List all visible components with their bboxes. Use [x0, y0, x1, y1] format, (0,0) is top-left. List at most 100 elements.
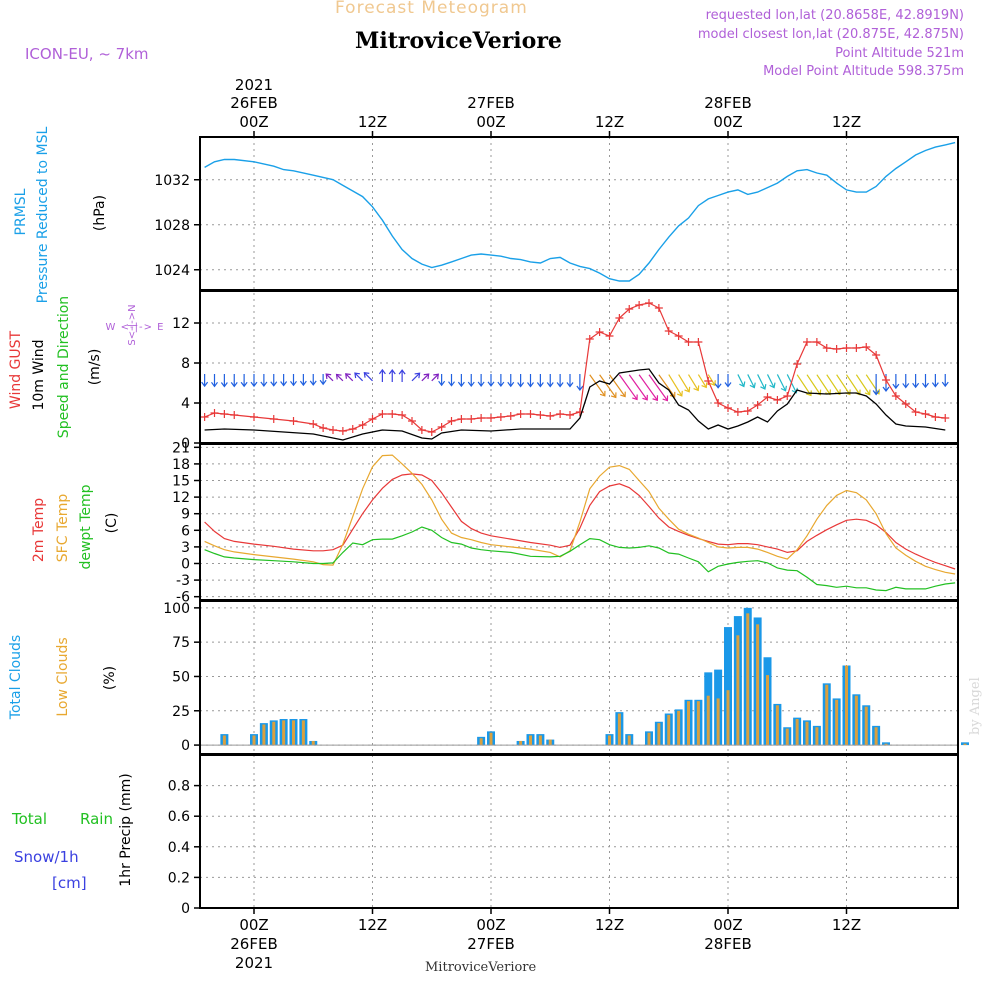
low-cloud-bar: [864, 706, 868, 746]
wind-arrow: [609, 374, 626, 397]
x-tick-label-top: 12Z: [832, 113, 861, 131]
wind-arrow-head: [556, 382, 564, 388]
low-cloud-bar: [292, 720, 295, 746]
low-cloud-bar: [627, 735, 631, 746]
wind-arrow: [846, 374, 861, 395]
low-cloud-bar: [785, 728, 789, 746]
gust-marker: [388, 410, 397, 418]
wind-arrow-head: [701, 382, 708, 389]
gust-marker: [220, 410, 229, 418]
wind-arrow-head: [457, 381, 465, 388]
gust-marker: [309, 420, 318, 428]
gust-marker: [378, 410, 387, 418]
wind-arrow-head: [676, 390, 683, 397]
y-tick-label: 0.4: [168, 840, 190, 856]
sfc-temp-label: SFC Temp: [55, 494, 71, 563]
gust-marker: [358, 421, 367, 429]
y-tick-label: 1028: [154, 218, 190, 234]
y-tick-label: 12: [172, 490, 190, 506]
low-cloud-bar: [222, 735, 226, 746]
sfc-temp-line: [204, 454, 956, 575]
wind10-label: 10m Wind: [31, 339, 47, 410]
dewpoint-line: [204, 526, 956, 592]
wind-arrow: [766, 374, 775, 388]
year-label-top: 2021: [235, 76, 273, 94]
low-cloud-bar: [608, 735, 611, 746]
wind-arrow-head: [230, 382, 238, 388]
gust-marker: [516, 410, 525, 418]
y-tick-label: 0: [181, 901, 190, 917]
wind-arrow-head: [749, 382, 756, 389]
low-cloud-bar: [756, 624, 760, 746]
low-cloud-bar: [519, 740, 523, 746]
wind-arrow-head: [309, 380, 317, 386]
wind-arrow-head: [780, 385, 788, 392]
wind-arrow-head: [892, 383, 900, 390]
wind-arrow-head: [280, 381, 288, 387]
wind-arrow-head: [433, 373, 440, 380]
low-cloud-bar: [736, 635, 740, 746]
pressure-line: [204, 141, 956, 282]
pressure-unit: (hPa): [92, 195, 108, 231]
wind-arrow-head: [448, 381, 455, 387]
wind-arrow: [816, 374, 831, 395]
wind-arrow: [618, 374, 638, 400]
gust-marker: [694, 338, 703, 346]
wind-arrow-head: [620, 391, 626, 398]
wind-arrow-head: [566, 382, 574, 388]
wind-arrow-head: [912, 382, 920, 389]
wind-arrow: [599, 374, 617, 398]
temp-unit: (C): [104, 513, 120, 534]
low-cloud-bar: [311, 740, 315, 746]
wind-arrow-head: [576, 385, 584, 391]
gust-marker: [812, 338, 821, 346]
precip-axis-label: 1hr Precip (mm): [118, 773, 134, 886]
gust-marker: [852, 344, 861, 352]
wind-arrow-head: [931, 382, 939, 388]
gust-marker: [585, 335, 594, 343]
low-cloud-bar: [706, 695, 710, 746]
low-cloud-bar: [716, 698, 720, 746]
wind-arrow: [336, 374, 344, 382]
low-cloud-bar: [677, 710, 681, 746]
wind-arrow-head: [270, 381, 278, 387]
wind-arrow-head: [517, 382, 525, 388]
footer-location: MitroviceVeriore: [425, 960, 537, 975]
t2m-line: [204, 473, 956, 570]
gust-marker: [329, 426, 337, 434]
wind-arrow-head: [423, 373, 430, 380]
low-cloud-bar: [262, 724, 266, 746]
wind-arrow-head: [610, 392, 617, 399]
y-tick-label: 25: [172, 704, 190, 720]
gust-marker: [743, 407, 752, 415]
speed-dir-label: Speed and Direction: [56, 296, 72, 438]
wind-arrow: [354, 372, 364, 382]
y-tick-label: 50: [172, 669, 190, 685]
x-tick-label-top: 00Z: [476, 113, 505, 131]
gust-marker: [941, 414, 950, 422]
low-cloud-bar: [835, 699, 839, 746]
wind-arrow: [796, 374, 812, 396]
wind-arrow-head: [632, 394, 638, 401]
gust-marker: [269, 415, 278, 423]
gust-marker: [704, 377, 713, 385]
low-cloud-bar: [884, 743, 888, 746]
low-cloud-bar: [963, 743, 967, 746]
gust-marker: [921, 410, 930, 418]
low-cloud-bar: [548, 739, 552, 746]
low-cloud-bar: [815, 727, 819, 746]
y-tick-label: 1024: [154, 263, 190, 279]
wind10m-line: [204, 368, 946, 441]
gust-marker: [556, 410, 565, 418]
wind-arrow-head: [669, 391, 676, 398]
dewpt-label: dewpt Temp: [78, 484, 94, 569]
wind-arrow-head: [527, 382, 534, 388]
y-tick-label: 21: [172, 440, 190, 456]
wind-arrow: [421, 373, 430, 382]
x-tick-label-bottom: 12Z: [358, 916, 387, 934]
wind-arrow: [687, 374, 699, 391]
gust-marker: [654, 304, 663, 312]
gust-marker: [230, 411, 239, 419]
point-altitude: Point Altitude 521m: [835, 46, 964, 61]
pressure-label: PRMSL: [13, 188, 29, 235]
